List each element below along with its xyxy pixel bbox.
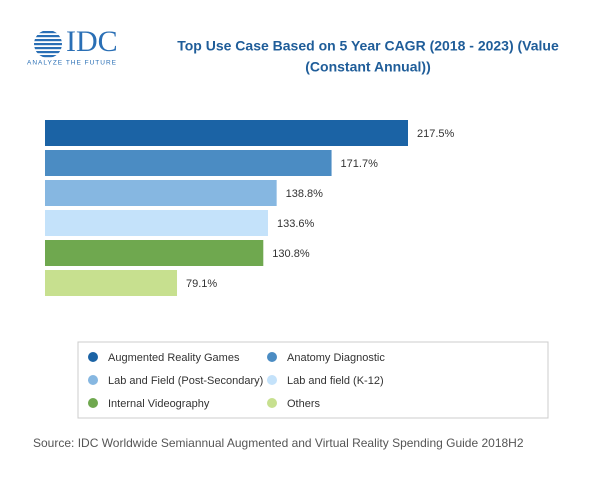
chart-title: (Constant Annual)) <box>305 59 430 75</box>
legend-label: Internal Videography <box>108 398 210 410</box>
logo-tagline: ANALYZE THE FUTURE <box>27 60 117 67</box>
value-label: 171.7% <box>341 158 379 170</box>
bar <box>45 180 277 206</box>
value-label: 130.8% <box>272 248 310 260</box>
legend-marker <box>88 352 98 362</box>
legend-label: Lab and field (K-12) <box>287 375 384 387</box>
legend-marker <box>88 398 98 408</box>
legend-box <box>77 341 549 419</box>
value-label: 217.5% <box>417 128 455 140</box>
legend-label: Others <box>287 398 321 410</box>
bar <box>45 150 332 176</box>
legend-label: Lab and Field (Post-Secondary) <box>108 375 263 387</box>
source: Source: IDC Worldwide Semiannual Augment… <box>33 436 524 450</box>
legend-marker <box>267 352 277 362</box>
logo-text: IDC <box>66 25 118 58</box>
logo-globe <box>34 31 62 58</box>
chart-title: Top Use Case Based on 5 Year CAGR (2018 … <box>177 38 559 54</box>
bar <box>45 270 178 296</box>
legend-label: Augmented Reality Games <box>108 352 240 364</box>
legend-marker <box>267 375 277 385</box>
value-label: 138.8% <box>286 188 324 200</box>
value-label: 79.1% <box>186 278 217 290</box>
value-label: 133.6% <box>277 218 315 230</box>
legend-marker <box>267 398 277 408</box>
legend-marker <box>88 375 98 385</box>
bar <box>45 210 268 236</box>
bar <box>45 120 408 146</box>
legend-label: Anatomy Diagnostic <box>287 352 385 364</box>
bar <box>45 240 264 266</box>
logo: IDC ANALYZE THE FUTURE <box>27 25 118 67</box>
